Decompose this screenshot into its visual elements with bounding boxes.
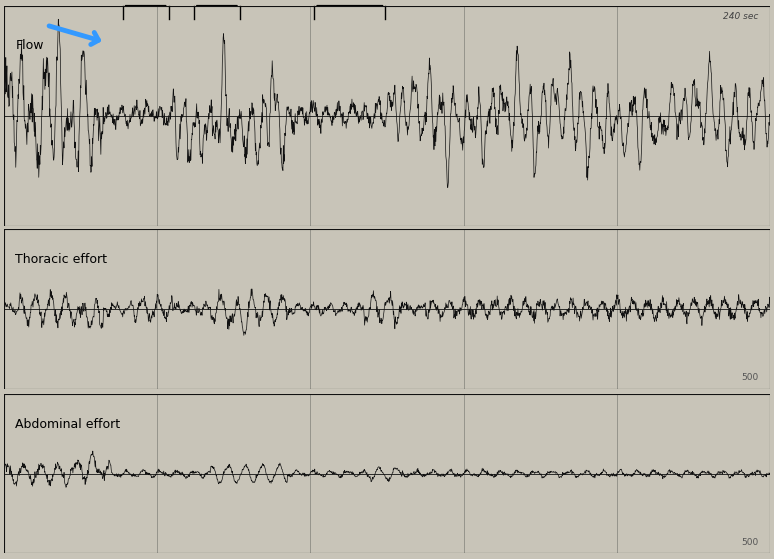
Text: Flow: Flow (15, 39, 44, 52)
Text: Abdominal effort: Abdominal effort (15, 418, 121, 431)
Text: 240 sec: 240 sec (723, 12, 759, 21)
Text: 500: 500 (741, 373, 759, 382)
Text: Thoracic effort: Thoracic effort (15, 253, 108, 266)
Text: 500: 500 (741, 538, 759, 547)
